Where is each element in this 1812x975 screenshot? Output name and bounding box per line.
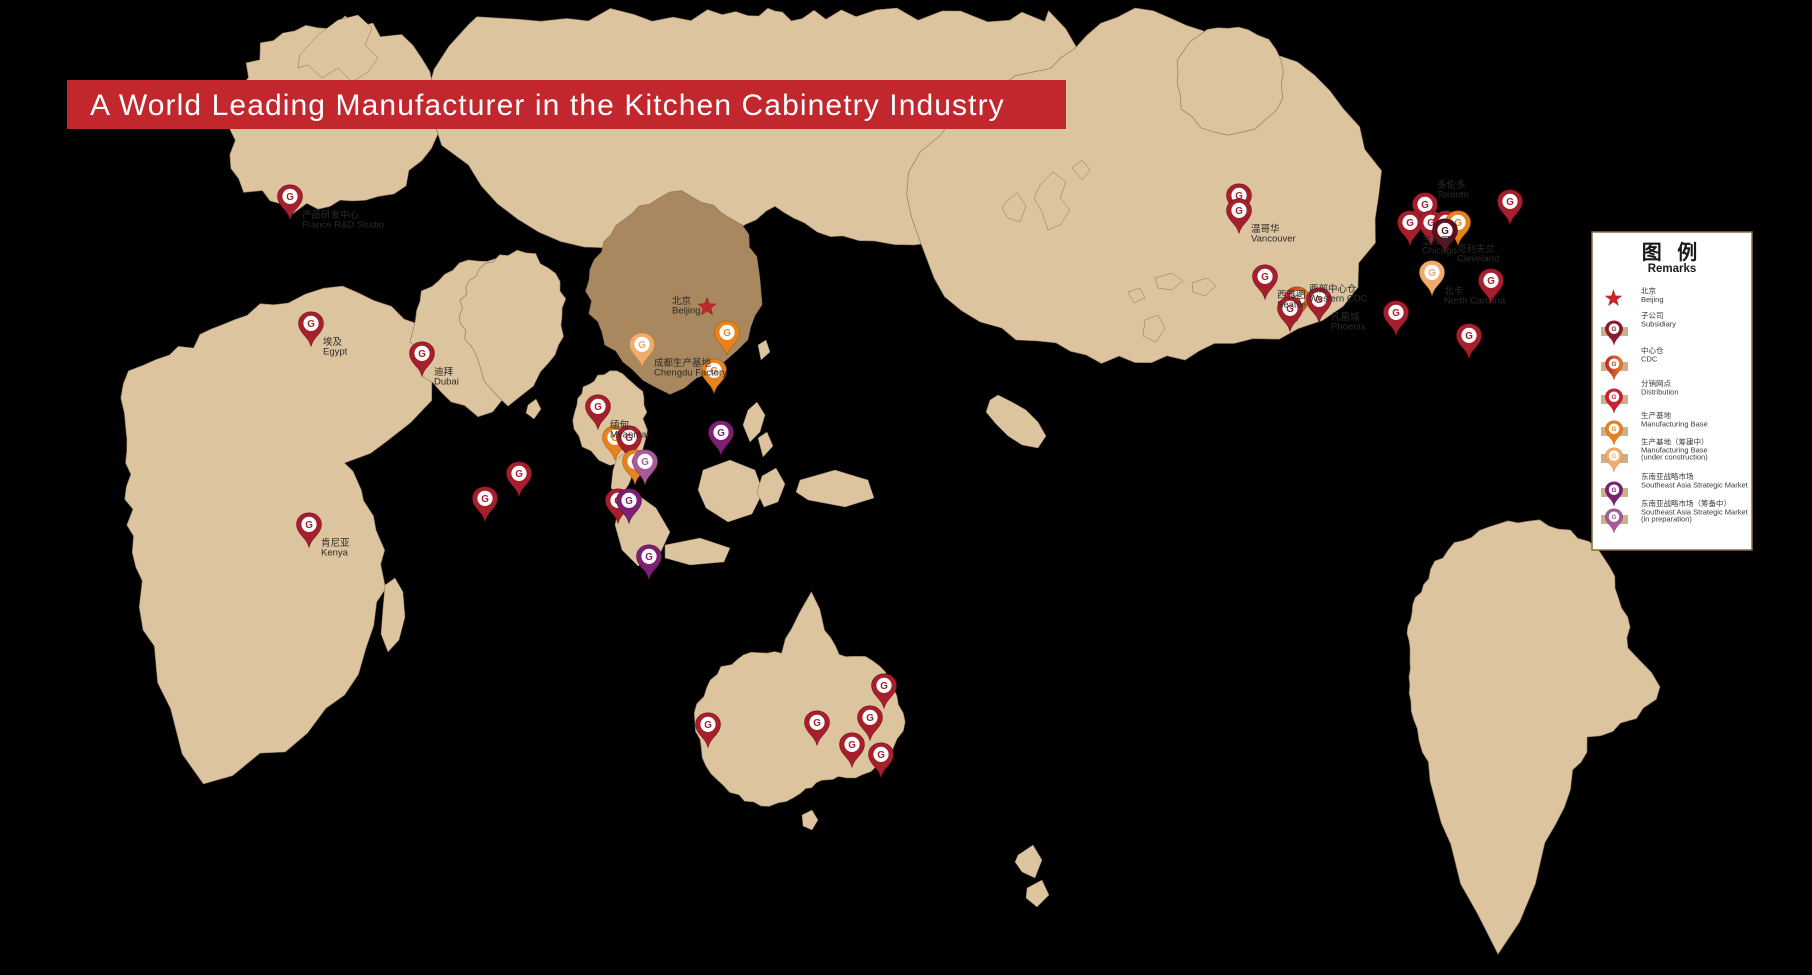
svg-text:G: G [1611,453,1616,460]
svg-text:G: G [1611,426,1616,433]
svg-text:中心仓: 中心仓 [1641,345,1664,355]
svg-text:G: G [515,469,523,480]
svg-text:G: G [1421,200,1429,211]
svg-text:Southeast Asia Strategic Marke: Southeast Asia Strategic Market [1641,481,1749,490]
svg-text:G: G [1406,218,1414,229]
svg-text:Dubai: Dubai [434,377,459,388]
svg-text:G: G [1428,268,1436,279]
svg-text:Beijing: Beijing [672,306,701,317]
svg-text:生产基地: 生产基地 [1641,410,1671,420]
svg-text:North Carolina: North Carolina [1444,296,1506,307]
svg-text:G: G [1611,326,1616,333]
svg-text:G: G [880,681,888,692]
svg-text:Beijing: Beijing [1641,295,1664,304]
svg-text:Toronto: Toronto [1437,190,1469,201]
svg-text:Myanmar: Myanmar [610,430,650,441]
svg-text:G: G [1611,361,1616,368]
svg-text:Vancouver: Vancouver [1251,234,1296,245]
svg-text:G: G [1392,308,1400,319]
svg-text:东南亚战略市场: 东南亚战略市场 [1641,471,1694,481]
svg-text:Seattle: Seattle [1277,300,1307,311]
svg-text:G: G [1465,331,1473,342]
svg-text:A World Leading Manufacturer i: A World Leading Manufacturer in the Kitc… [90,89,1005,122]
svg-text:G: G [307,319,315,330]
svg-text:G: G [1506,197,1514,208]
svg-text:分销网点: 分销网点 [1641,378,1671,388]
svg-text:G: G [1611,394,1616,401]
svg-text:图 例: 图 例 [1642,240,1703,264]
svg-text:G: G [1611,487,1616,494]
svg-text:Manufacturing Base: Manufacturing Base [1641,420,1708,429]
svg-text:G: G [848,740,856,751]
svg-text:Subsidiary: Subsidiary [1641,320,1676,329]
svg-text:G: G [813,718,821,729]
svg-text:CDC: CDC [1641,355,1658,364]
svg-text:Egypt: Egypt [323,347,348,358]
svg-text:G: G [305,520,313,531]
svg-text:Remarks: Remarks [1648,263,1697,275]
svg-text:G: G [1611,514,1616,521]
svg-text:东南亚战略市场（筹备中）: 东南亚战略市场（筹备中） [1641,498,1731,508]
svg-text:G: G [645,552,653,563]
svg-text:G: G [866,713,874,724]
svg-text:Chengdu Factory: Chengdu Factory [654,368,727,379]
svg-text:G: G [638,340,646,351]
svg-text:G: G [1235,206,1243,217]
svg-text:G: G [717,428,725,439]
svg-text:G: G [877,750,885,761]
svg-text:Kenya: Kenya [321,548,349,559]
svg-text:G: G [723,328,731,339]
svg-text:G: G [594,402,602,413]
svg-text:G: G [286,192,294,203]
svg-text:Cleveland: Cleveland [1457,254,1499,265]
svg-text:G: G [481,494,489,505]
svg-text:G: G [418,349,426,360]
svg-text:G: G [1487,276,1495,287]
svg-text:(under construction): (under construction) [1641,453,1708,462]
svg-text:France R&D Studio: France R&D Studio [302,220,384,231]
svg-text:G: G [1261,272,1269,283]
svg-text:Distribution: Distribution [1641,388,1679,397]
svg-text:G: G [625,496,633,507]
svg-text:G: G [704,720,712,731]
svg-text:(in preparation): (in preparation) [1641,515,1692,524]
svg-text:Chicago: Chicago [1422,246,1457,257]
svg-text:G: G [641,457,649,468]
svg-text:Phoenix: Phoenix [1331,322,1366,333]
svg-text:Western CDC: Western CDC [1309,294,1368,305]
svg-text:北京: 北京 [1641,286,1657,296]
